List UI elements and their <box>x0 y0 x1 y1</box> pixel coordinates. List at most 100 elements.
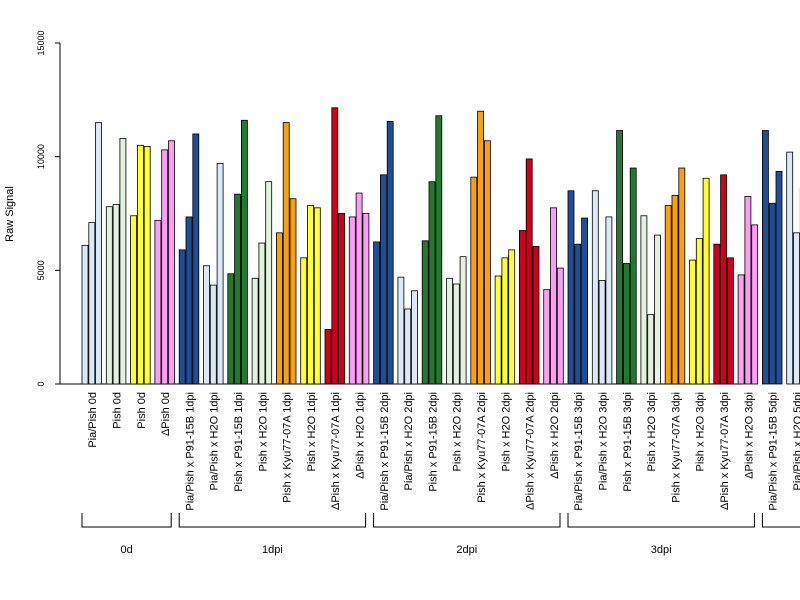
bar <box>702 177 710 385</box>
x-tick-label: Pia/Pish x H2O 1dpi <box>209 392 221 490</box>
bar <box>282 122 290 385</box>
bar <box>227 273 235 385</box>
bar <box>421 240 429 385</box>
bar <box>112 204 120 385</box>
bar <box>768 202 776 385</box>
bar <box>404 308 412 385</box>
timepoint-bracket <box>178 513 367 528</box>
x-tick-label: Pish x H2O 3dpi <box>695 392 707 471</box>
y-axis: 0 5000 10000 15000 <box>36 30 61 387</box>
timepoint-label: 1dpi <box>262 544 283 556</box>
bar <box>786 151 794 385</box>
bar <box>136 144 144 385</box>
bar <box>143 146 151 385</box>
bar <box>95 122 102 385</box>
bar <box>775 171 783 385</box>
bar <box>411 290 418 385</box>
x-tick-label: ΔPish x Kyu77-07A 2dpi <box>525 392 537 510</box>
x-tick-label: Pia/Pish 0d <box>87 392 99 448</box>
bar <box>240 119 248 385</box>
bar <box>348 216 356 385</box>
bar <box>556 267 564 385</box>
bar <box>623 263 630 385</box>
bar <box>452 283 460 385</box>
bar <box>591 190 599 385</box>
y-axis-label: Raw Signal <box>4 186 16 242</box>
bar <box>640 215 648 385</box>
x-tick-label: Pia/Pish x H2O 2dpi <box>403 392 415 490</box>
bar <box>428 181 436 385</box>
bar <box>695 238 703 385</box>
bar <box>251 277 259 385</box>
y-tick-label: 5000 <box>36 260 46 280</box>
x-tick-label: Pish x P91-15B 1dpi <box>233 392 245 492</box>
bar <box>178 249 186 385</box>
bar <box>720 174 727 385</box>
x-tick-label: Pish x Kyu77-07A 1dpi <box>282 392 294 503</box>
x-tick-label: Pish x H2O 2dpi <box>500 392 512 471</box>
bar <box>209 284 217 385</box>
bar <box>331 107 339 385</box>
bar <box>275 232 283 385</box>
bar <box>737 274 745 385</box>
bar <box>678 167 686 385</box>
x-tick-label: Pia/Pish x P91-15B 5dpi <box>768 392 780 511</box>
bar <box>494 275 502 385</box>
timepoint-bracket <box>81 513 172 528</box>
timepoint-label: 3dpi <box>651 544 672 556</box>
bar <box>483 140 491 385</box>
x-tick-label: ΔPish x H2O 3dpi <box>743 392 755 479</box>
bar <box>192 133 200 385</box>
bar <box>130 215 138 385</box>
timepoint-bracket <box>373 513 561 528</box>
timepoint-brackets: 0d1dpi2dpi3dpi5dpi <box>81 513 800 556</box>
x-tick-label: Pish x P91-15B 3dpi <box>622 392 634 492</box>
x-tick-label: Pish x H2O 2dpi <box>452 392 464 471</box>
bar <box>525 158 533 385</box>
x-tick-label: Pish x Kyu77-07A 3dpi <box>670 392 682 503</box>
bar <box>519 230 526 385</box>
bar <box>313 207 321 385</box>
bar <box>744 196 752 385</box>
bar <box>629 167 637 385</box>
x-tick-label: Pia/Pish x H2O 5dpi <box>792 392 800 490</box>
x-tick-label: Pish 0d <box>136 392 148 429</box>
x-tick-label: Pish x P91-15B 2dpi <box>427 392 439 492</box>
bar <box>574 243 582 385</box>
bar <box>154 219 162 385</box>
bar <box>713 243 721 385</box>
x-tick-label: Pish 0d <box>112 392 124 429</box>
bar <box>459 256 467 385</box>
x-tick-labels: Pia/Pish 0d Pish 0d Pish 0d ΔPish 0d Pia/Pis… <box>87 392 800 511</box>
bars <box>81 107 800 385</box>
x-tick-label: ΔPish x H2O 1dpi <box>355 392 367 479</box>
timepoint-bracket <box>761 513 800 528</box>
bar <box>793 232 800 385</box>
bar <box>435 115 443 385</box>
bar <box>397 276 405 385</box>
bar <box>567 190 575 385</box>
bar <box>581 217 588 385</box>
x-tick-label: Pish x H2O 1dpi <box>257 392 269 471</box>
timepoint-label: 0d <box>120 544 132 556</box>
bar <box>386 121 394 385</box>
bar <box>532 246 540 385</box>
bar <box>289 198 297 385</box>
x-tick-label: ΔPish x H2O 2dpi <box>549 392 561 479</box>
y-tick-label: 0 <box>36 381 46 386</box>
x-tick-label: ΔPish 0d <box>160 392 172 436</box>
x-tick-label: Pia/Pish x H2O 3dpi <box>598 392 610 490</box>
bar <box>324 329 332 385</box>
x-tick-label: Pish x H2O 1dpi <box>306 392 318 471</box>
bar <box>307 205 314 385</box>
bar <box>550 207 557 385</box>
bar <box>161 149 169 385</box>
bar <box>477 110 485 385</box>
bar <box>508 249 516 385</box>
bar <box>727 257 734 385</box>
bar <box>379 174 387 385</box>
bar <box>362 213 370 385</box>
timepoint-label: 2dpi <box>456 544 477 556</box>
bar <box>654 234 661 385</box>
